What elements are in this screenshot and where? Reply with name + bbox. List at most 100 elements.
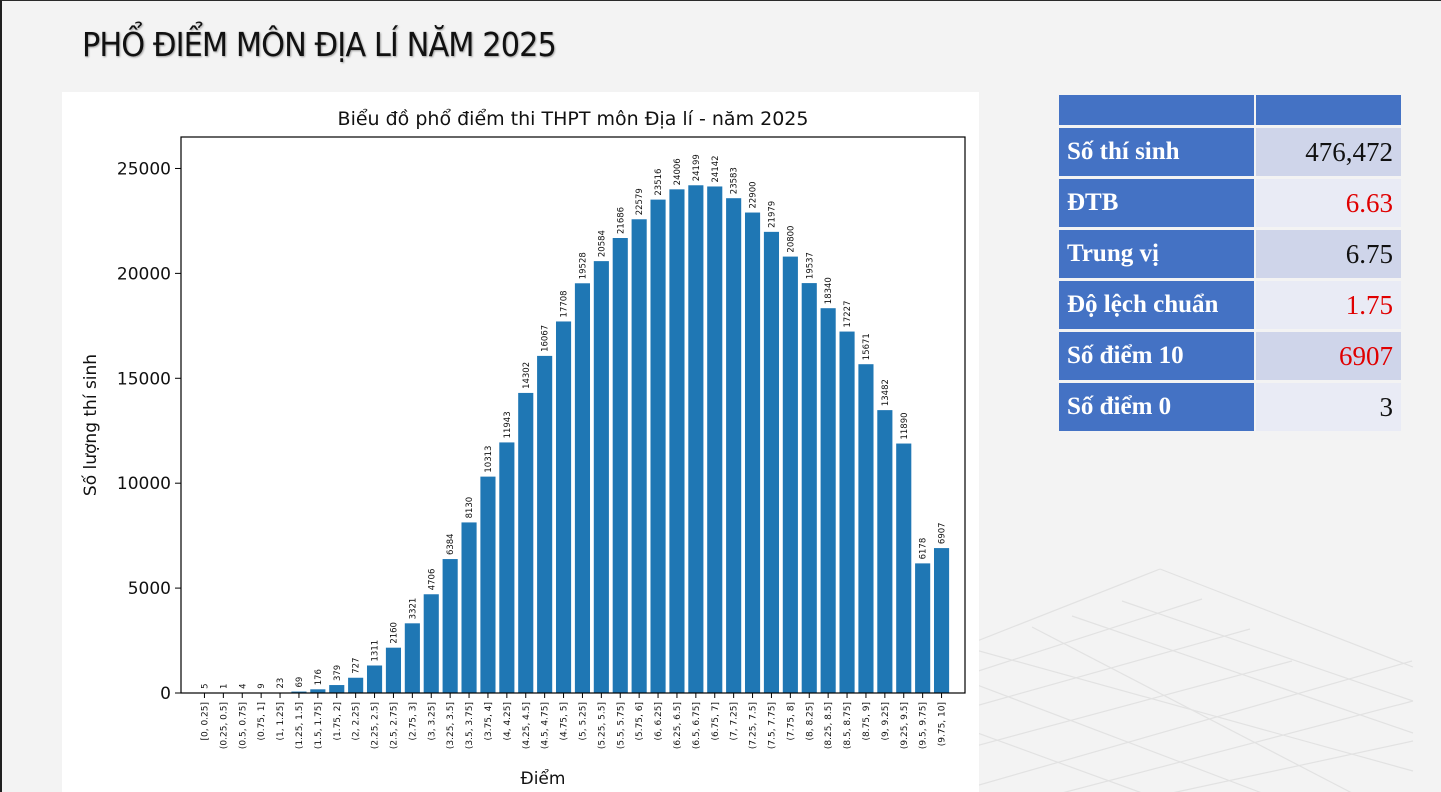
stat-label: Trung vị xyxy=(1059,230,1255,278)
bar-value-label: 15671 xyxy=(862,333,872,360)
bar-value-label: 19537 xyxy=(805,252,815,279)
x-tick-label: (6.5, 6.75] xyxy=(692,702,702,749)
bar-value-label: 3321 xyxy=(408,598,418,620)
histogram-bar xyxy=(726,198,742,693)
header-cell-value xyxy=(1256,95,1401,125)
x-tick-label: (6.75, 7] xyxy=(711,702,721,741)
bar-value-label: 22579 xyxy=(635,188,645,215)
bar-value-label: 727 xyxy=(352,658,362,674)
x-tick-label: (1, 1.25] xyxy=(276,702,286,741)
x-tick-label: (8, 8.25] xyxy=(805,702,815,741)
histogram-bar xyxy=(348,677,364,693)
x-tick-label: (7, 7.25] xyxy=(730,702,740,741)
histogram-chart: Biểu đồ phổ điểm thi THPT môn Địa lí - n… xyxy=(62,92,979,792)
x-tick-label: (9, 9.25] xyxy=(881,702,891,741)
histogram-bar xyxy=(707,186,723,693)
histogram-bar xyxy=(631,219,647,693)
chart-title: Biểu đồ phổ điểm thi THPT môn Địa lí - n… xyxy=(338,108,809,130)
histogram-bar xyxy=(744,212,761,693)
x-tick-label: (2, 2.25] xyxy=(352,702,362,741)
bar-value-label: 23516 xyxy=(654,169,664,196)
histogram-bar xyxy=(423,594,439,693)
stat-value: 6907 xyxy=(1256,332,1401,380)
bar-value-label: 16067 xyxy=(541,325,551,352)
x-tick-label: (5.25, 5.5] xyxy=(597,702,607,749)
bar-value-label: 6178 xyxy=(919,538,929,560)
bar-value-label: 9 xyxy=(257,683,267,688)
histogram-bar xyxy=(820,308,836,693)
stat-label: Số điểm 0 xyxy=(1059,383,1255,431)
stat-value: 6.63 xyxy=(1256,179,1401,227)
y-tick-label: 10000 xyxy=(117,474,171,494)
x-tick-label: (2.25, 2.5] xyxy=(371,702,381,749)
histogram-bar xyxy=(877,410,893,693)
histogram-bar xyxy=(480,476,496,693)
bar-value-label: 21686 xyxy=(616,207,626,234)
bar-value-label: 20800 xyxy=(786,226,796,253)
bar-value-label: 4 xyxy=(238,683,248,688)
histogram-bar xyxy=(669,189,685,693)
x-tick-label: (1.5, 1.75] xyxy=(314,702,324,749)
bar-value-label: 18340 xyxy=(824,277,834,304)
bar-value-label: 6384 xyxy=(446,533,456,555)
bar-value-label: 22900 xyxy=(749,181,759,208)
bar-value-label: 8130 xyxy=(465,497,475,519)
y-tick-label: 0 xyxy=(160,684,171,704)
histogram-bar xyxy=(574,283,591,693)
stat-label: Số điểm 10 xyxy=(1059,332,1255,380)
histogram-bar xyxy=(858,364,874,693)
histogram-bar xyxy=(688,185,704,693)
stat-value: 1.75 xyxy=(1256,281,1401,329)
bar-value-label: 23 xyxy=(276,678,286,689)
slide-title: PHỔ ĐIỂM MÔN ĐỊA LÍ NĂM 2025 xyxy=(82,25,557,64)
decorative-perspective-grid xyxy=(972,568,1414,792)
stat-label: Độ lệch chuẩn xyxy=(1059,281,1255,329)
histogram-bar xyxy=(593,261,609,693)
stat-value: 476,472 xyxy=(1256,128,1401,176)
histogram-bar xyxy=(442,559,458,693)
stat-row-mean: ĐTB 6.63 xyxy=(1059,179,1401,227)
stat-label: ĐTB xyxy=(1059,179,1255,227)
bar-value-label: 24142 xyxy=(711,155,721,182)
stat-row-median: Trung vị 6.75 xyxy=(1059,230,1401,278)
y-axis-label: Số lượng thí sinh xyxy=(80,354,101,496)
bar-value-label: 24199 xyxy=(692,154,702,181)
histogram-bar xyxy=(291,691,307,693)
bar-value-label: 176 xyxy=(314,669,324,685)
x-tick-label: (7.5, 7.75] xyxy=(767,702,777,749)
stat-value: 6.75 xyxy=(1256,230,1401,278)
x-tick-label: (4, 4.25] xyxy=(503,702,513,741)
y-tick-label: 15000 xyxy=(117,369,171,389)
bar-value-label: 19528 xyxy=(578,252,588,279)
bar-value-label: 24006 xyxy=(673,158,683,185)
x-tick-label: (4.75, 5] xyxy=(560,702,570,741)
bar-value-label: 20584 xyxy=(597,230,607,257)
histogram-bar xyxy=(461,522,477,693)
histogram-bar xyxy=(518,392,534,693)
histogram-bar xyxy=(801,283,817,693)
histogram-bar xyxy=(499,442,515,693)
histogram-bar xyxy=(555,321,572,693)
stats-table: Số thí sinh 476,472 ĐTB 6.63 Trung vị 6.… xyxy=(1057,92,1403,434)
x-tick-label: (0.5, 0.75] xyxy=(238,702,248,749)
histogram-bar xyxy=(650,199,666,693)
x-tick-label: (4.5, 4.75] xyxy=(541,702,551,749)
histogram-bar xyxy=(612,238,628,693)
stat-row-std-dev: Độ lệch chuẩn 1.75 xyxy=(1059,281,1401,329)
x-tick-label: (1.75, 2] xyxy=(333,702,343,741)
x-tick-label: (3.5, 3.75] xyxy=(465,702,475,749)
bar-value-label: 23583 xyxy=(730,167,740,194)
bar-value-label: 11943 xyxy=(503,411,513,438)
histogram-bar xyxy=(385,647,402,693)
stat-row-score-10-count: Số điểm 10 6907 xyxy=(1059,332,1401,380)
y-tick-label: 5000 xyxy=(128,579,171,599)
histogram-bar xyxy=(404,623,420,693)
x-tick-label: (8.5, 8.75] xyxy=(843,702,853,749)
histogram-bar xyxy=(366,665,383,693)
stat-row-score-0-count: Số điểm 0 3 xyxy=(1059,383,1401,431)
x-tick-label: (8.75, 9] xyxy=(862,702,872,741)
bar-value-label: 6907 xyxy=(938,522,948,544)
histogram-bar xyxy=(839,331,855,693)
x-tick-label: (9.5, 9.75] xyxy=(919,702,929,749)
histogram-bar xyxy=(537,355,553,693)
